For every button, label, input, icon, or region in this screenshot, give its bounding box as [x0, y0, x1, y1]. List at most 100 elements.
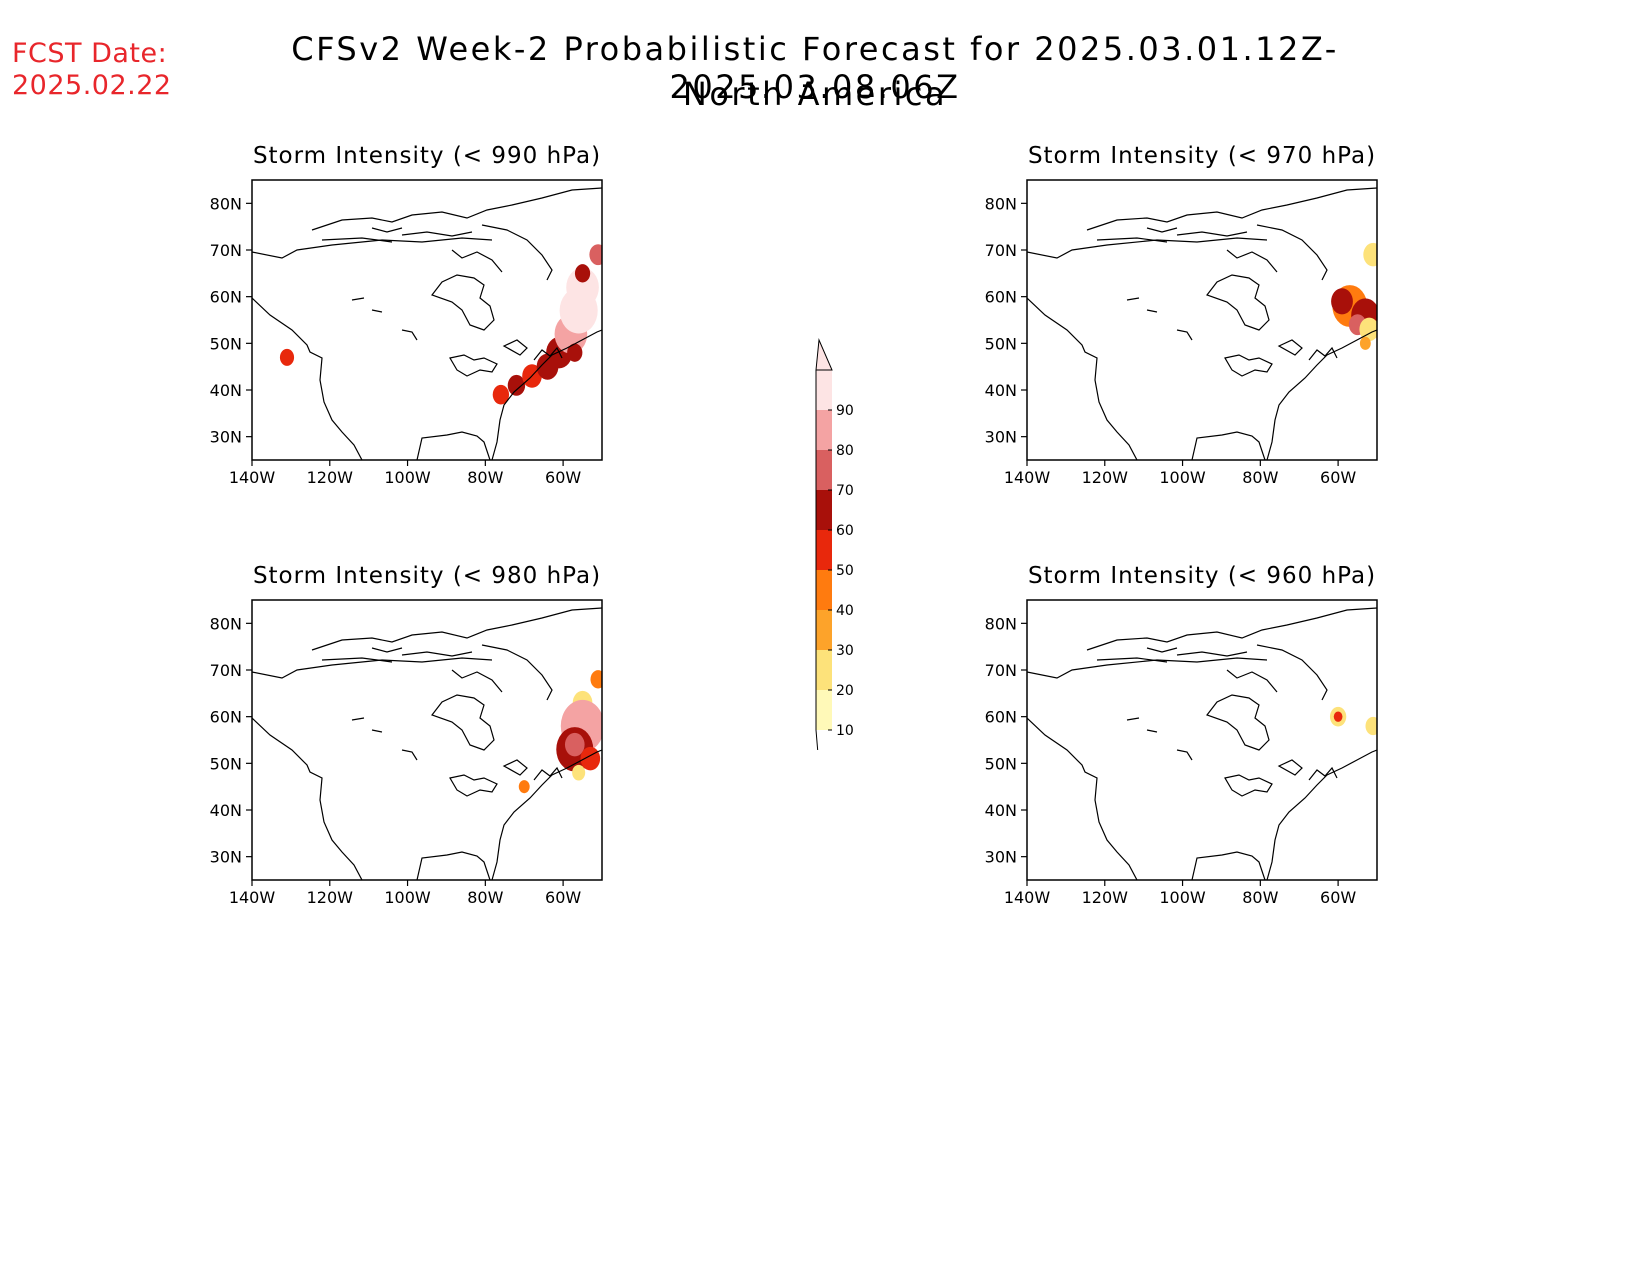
lon-tick-label: 60W: [1320, 468, 1356, 487]
colorbar-label: 30: [836, 643, 854, 659]
panel-title: Storm Intensity (< 990 hPa): [253, 143, 601, 169]
colorbar-label: 70: [836, 483, 854, 499]
coastline-path: [449, 759, 528, 797]
lat-tick-label: 40N: [985, 801, 1017, 820]
coastline: [252, 187, 602, 460]
lat-tick-label: 40N: [985, 381, 1017, 400]
lat-tick-label: 80N: [210, 194, 242, 213]
map-panel-980: Storm Intensity (< 980 hPa) 80N 70N 60N 50N 4…: [210, 563, 603, 907]
probability-shade: [1359, 317, 1377, 342]
probability-shade: [1331, 288, 1353, 315]
probability-shade: [1333, 711, 1343, 722]
lon-tick-label: 120W: [307, 468, 354, 487]
lat-tick-label: 30N: [210, 428, 242, 447]
colorbar-segment: [816, 450, 832, 490]
lon-tick-label: 120W: [307, 888, 354, 907]
coastline-path: [311, 187, 602, 281]
lat-tick-label: 60N: [210, 288, 242, 307]
probability-shade: [589, 244, 602, 266]
lat-tick-label: 60N: [985, 288, 1017, 307]
lat-tick-label: 80N: [210, 614, 242, 633]
map-panel-960: Storm Intensity (< 960 hPa) 80N 70N 60N 50N 4…: [985, 563, 1378, 907]
lon-tick-label: 80W: [467, 888, 503, 907]
lat-tick-label: 50N: [210, 754, 242, 773]
panel-title: Storm Intensity (< 960 hPa): [1028, 563, 1376, 589]
lon-tick-label: 100W: [1159, 468, 1206, 487]
coastline-path: [252, 657, 602, 880]
coastline-path: [1126, 297, 1338, 361]
coastline-path: [449, 339, 528, 377]
probability-shade: [566, 267, 599, 307]
lat-tick-label: 70N: [985, 661, 1017, 680]
lat-tick-label: 30N: [210, 848, 242, 867]
colorbar-segment: [816, 530, 832, 570]
coastline-path: [1086, 607, 1377, 701]
probability-shade: [567, 343, 583, 362]
colorbar-segment: [816, 410, 832, 450]
coastline-path: [1206, 694, 1270, 751]
fcst-label: FCST Date:: [12, 38, 168, 69]
coastline-path: [1224, 339, 1303, 377]
plot-frame: [1026, 599, 1378, 881]
probability-shade: [564, 732, 585, 757]
coastline-path: [431, 694, 495, 751]
forecast-date-label: FCST Date: 2025.02.22: [12, 38, 172, 102]
lon-tick-label: 140W: [229, 468, 276, 487]
lat-tick-label: 50N: [985, 334, 1017, 353]
coastline: [252, 607, 602, 880]
fcst-date: 2025.02.22: [12, 70, 172, 101]
probability-shade: [279, 348, 295, 366]
lon-tick-label: 120W: [1082, 468, 1129, 487]
lon-tick-label: 100W: [384, 468, 431, 487]
lon-tick-label: 80W: [467, 468, 503, 487]
probability-shade: [518, 780, 530, 794]
lon-tick-label: 80W: [1242, 468, 1278, 487]
colorbar-label: 10: [836, 723, 854, 739]
colorbar-label: 80: [836, 443, 854, 459]
colorbar-segment: [816, 610, 832, 650]
colorbar-segment: [816, 650, 832, 690]
colorbar-top-cap: [815, 338, 833, 371]
colorbar-segment: [816, 370, 832, 410]
lon-tick-label: 60W: [545, 468, 581, 487]
coastline-path: [351, 717, 563, 781]
coastline-path: [351, 297, 563, 361]
colorbar-segment: [816, 690, 832, 730]
coastline-path: [1027, 657, 1377, 880]
colorbar-label: 40: [836, 603, 854, 619]
lat-tick-label: 70N: [210, 661, 242, 680]
lat-tick-label: 30N: [985, 428, 1017, 447]
lon-tick-label: 100W: [1159, 888, 1206, 907]
page-title: CFSv2 Week-2 Probabilistic Forecast for …: [291, 30, 1339, 106]
lon-tick-label: 100W: [384, 888, 431, 907]
lon-tick-label: 120W: [1082, 888, 1129, 907]
map-panel-990: Storm Intensity (< 990 hPa) 80N 70N 60N 50N 4…: [210, 143, 603, 487]
probability-shade: [1363, 242, 1377, 267]
lon-tick-label: 80W: [1242, 888, 1278, 907]
coastline-path: [1027, 237, 1377, 460]
lat-tick-label: 40N: [210, 381, 242, 400]
probability-shade: [572, 764, 586, 781]
lat-tick-label: 60N: [985, 708, 1017, 727]
coastline-path: [311, 607, 602, 701]
lat-tick-label: 40N: [210, 801, 242, 820]
probability-shade: [590, 670, 602, 689]
lat-tick-label: 70N: [985, 241, 1017, 260]
map-panel-970: Storm Intensity (< 970 hPa) 80N 70N 60N 50N 4…: [985, 143, 1378, 487]
colorbar-label: 60: [836, 523, 854, 539]
coastline-path: [1206, 274, 1270, 331]
probability-shade: [574, 264, 591, 283]
colorbar-label: 50: [836, 563, 854, 579]
lat-tick-label: 50N: [210, 334, 242, 353]
probability-shade: [1365, 716, 1377, 736]
page-subtitle: North America: [682, 75, 948, 113]
panel-title: Storm Intensity (< 980 hPa): [253, 563, 601, 589]
map-area: [252, 187, 602, 460]
map-area: [252, 607, 602, 880]
plot-frame: [251, 179, 603, 461]
colorbar-segment: [816, 490, 832, 530]
colorbar-bottom-cap: [815, 729, 819, 750]
map-area: [1027, 607, 1377, 880]
panel-title: Storm Intensity (< 970 hPa): [1028, 143, 1376, 169]
coastline: [1027, 187, 1377, 460]
